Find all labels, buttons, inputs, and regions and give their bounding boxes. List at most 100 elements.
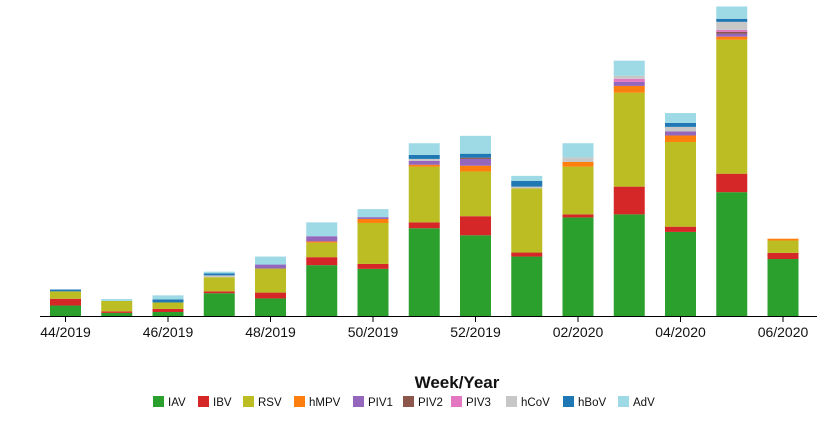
bar-segment-piv3-03-2020 [613, 78, 645, 82]
bar-segment-hmpv-03-2020 [613, 85, 645, 93]
legend-label-rsv: RSV [258, 397, 282, 409]
bar-segment-hbov-04-2020 [665, 122, 696, 127]
bar-segment-hbov-01-2020 [511, 180, 543, 187]
bar-segment-piv1-49-2019 [306, 236, 338, 242]
legend-label-ibv: IBV [213, 397, 232, 409]
bar-segment-rsv-50-2019 [357, 222, 389, 264]
legend-swatch-piv1 [353, 396, 364, 407]
bar-segment-hcov-04-2020 [665, 126, 696, 132]
bar-segment-rsv-02-2020 [562, 166, 594, 215]
bar-segment-hbov-52-2019 [460, 153, 491, 158]
bar-segment-hbov-44-2019 [50, 289, 81, 292]
bar-segment-adv-01-2020 [511, 175, 543, 181]
bar-segment-adv-49-2019 [306, 222, 338, 237]
bar-segment-iav-02-2020 [562, 217, 594, 316]
bar-segment-piv2-52-2019 [460, 157, 491, 159]
bar-segment-hmpv-51-2019 [408, 164, 440, 167]
bar-segment-ibv-47-2019 [203, 291, 235, 294]
x-tick-label: 06/2020 [758, 324, 809, 340]
bar-segment-piv1-48-2019 [255, 264, 286, 269]
bar-segment-iav-01-2020 [511, 256, 543, 316]
bar-segment-ibv-01-2020 [511, 252, 543, 257]
bar-segment-ibv-46-2019 [152, 308, 184, 312]
bar-segment-adv-48-2019 [255, 256, 286, 265]
bar-segment-hbov-05-2020 [716, 18, 748, 22]
bar-segment-rsv-46-2019 [152, 302, 184, 309]
bar-segment-ibv-02-2020 [562, 214, 594, 218]
bar-segment-adv-03-2020 [613, 60, 645, 76]
bar-segment-adv-51-2019 [408, 143, 440, 155]
bar-segment-adv-05-2020 [716, 6, 748, 19]
legend-label-piv2: PIV2 [418, 397, 443, 409]
bar-segment-ibv-03-2020 [613, 186, 645, 215]
bar-segment-adv-47-2019 [203, 271, 235, 274]
legend-label-hbov: hBoV [578, 397, 606, 409]
bar-segment-adv-02-2020 [562, 143, 594, 158]
bar-segment-ibv-49-2019 [306, 257, 338, 266]
legend-label-piv3: PIV3 [466, 397, 491, 409]
bar-segment-ibv-45-2019 [101, 311, 133, 313]
bar-segment-adv-50-2019 [357, 209, 389, 218]
bar-segment-ibv-04-2020 [665, 226, 696, 232]
bar-segment-adv-04-2020 [665, 113, 696, 123]
bar-segment-rsv-03-2020 [613, 92, 645, 187]
bar-segment-iav-52-2019 [460, 235, 491, 316]
legend-label-adv: AdV [633, 397, 655, 409]
legend: IAV IBV RSV hMPV PIV1 PIV2 PIV3 hCoV hBoV AdV [153, 396, 655, 409]
bar-segment-hmpv-02-2020 [562, 162, 594, 167]
x-axis-title: Week/Year [415, 373, 500, 392]
bar-segment-piv1-03-2020 [613, 81, 645, 86]
legend-swatch-adv [618, 396, 629, 407]
legend-label-iav: IAV [168, 397, 186, 409]
bar-segment-rsv-04-2020 [665, 141, 696, 227]
bar-segment-hbov-46-2019 [152, 299, 184, 303]
bar-segment-hmpv-05-2020 [716, 36, 748, 40]
bar-segment-hcov-51-2019 [408, 158, 440, 161]
bar-segment-piv1-04-2020 [665, 131, 696, 136]
bar-segment-iav-49-2019 [306, 265, 338, 316]
x-tick-label: 46/2019 [143, 324, 194, 340]
x-tick-label: 50/2019 [348, 324, 399, 340]
bar-segment-ibv-48-2019 [255, 292, 286, 299]
bar-segment-iav-46-2019 [152, 312, 184, 316]
bar-segment-piv1-51-2019 [408, 160, 440, 165]
bar-segment-adv-46-2019 [152, 295, 184, 300]
legend-swatch-hmpv [294, 396, 305, 407]
legend-swatch-hcov [506, 396, 517, 407]
bar-segment-adv-52-2019 [460, 135, 491, 154]
bar-segment-ibv-06-2020 [767, 252, 799, 260]
legend-label-hcov: hCoV [521, 397, 550, 409]
bars-layer [50, 6, 799, 316]
bar-segment-adv-45-2019 [101, 299, 133, 301]
bar-segment-hcov-47-2019 [203, 275, 235, 278]
legend-label-hmpv: hMPV [309, 397, 341, 409]
legend-swatch-rsv [243, 396, 254, 407]
bar-segment-iav-48-2019 [255, 298, 286, 316]
x-tick-label: 48/2019 [245, 324, 296, 340]
bar-segment-iav-04-2020 [665, 231, 696, 316]
bar-segment-hcov-01-2020 [511, 186, 543, 189]
legend-swatch-hbov [563, 396, 574, 407]
bar-segment-rsv-44-2019 [50, 291, 81, 299]
legend-swatch-ibv [198, 396, 209, 407]
bar-segment-hcov-02-2020 [562, 157, 594, 162]
bar-segment-hcov-03-2020 [613, 75, 645, 79]
x-tick-label: 04/2020 [655, 324, 706, 340]
bar-segment-hmpv-49-2019 [306, 241, 338, 243]
bar-segment-ibv-52-2019 [460, 216, 491, 236]
bar-segment-hmpv-04-2020 [665, 135, 696, 142]
bar-segment-iav-47-2019 [203, 293, 235, 316]
x-tick-label: 44/2019 [40, 324, 91, 340]
bar-segment-iav-50-2019 [357, 268, 389, 316]
legend-swatch-iav [153, 396, 164, 407]
bar-segment-hcov-05-2020 [716, 21, 748, 30]
bar-segment-piv2-05-2020 [716, 31, 748, 34]
bar-segment-rsv-49-2019 [306, 242, 338, 258]
x-tick-label: 02/2020 [553, 324, 604, 340]
bar-segment-hmpv-50-2019 [357, 218, 389, 223]
legend-label-piv1: PIV1 [368, 397, 393, 409]
bar-segment-hmpv-52-2019 [460, 165, 491, 172]
bar-segment-hbov-51-2019 [408, 154, 440, 159]
bar-segment-iav-45-2019 [101, 312, 133, 316]
bar-segment-hbov-47-2019 [203, 273, 235, 276]
